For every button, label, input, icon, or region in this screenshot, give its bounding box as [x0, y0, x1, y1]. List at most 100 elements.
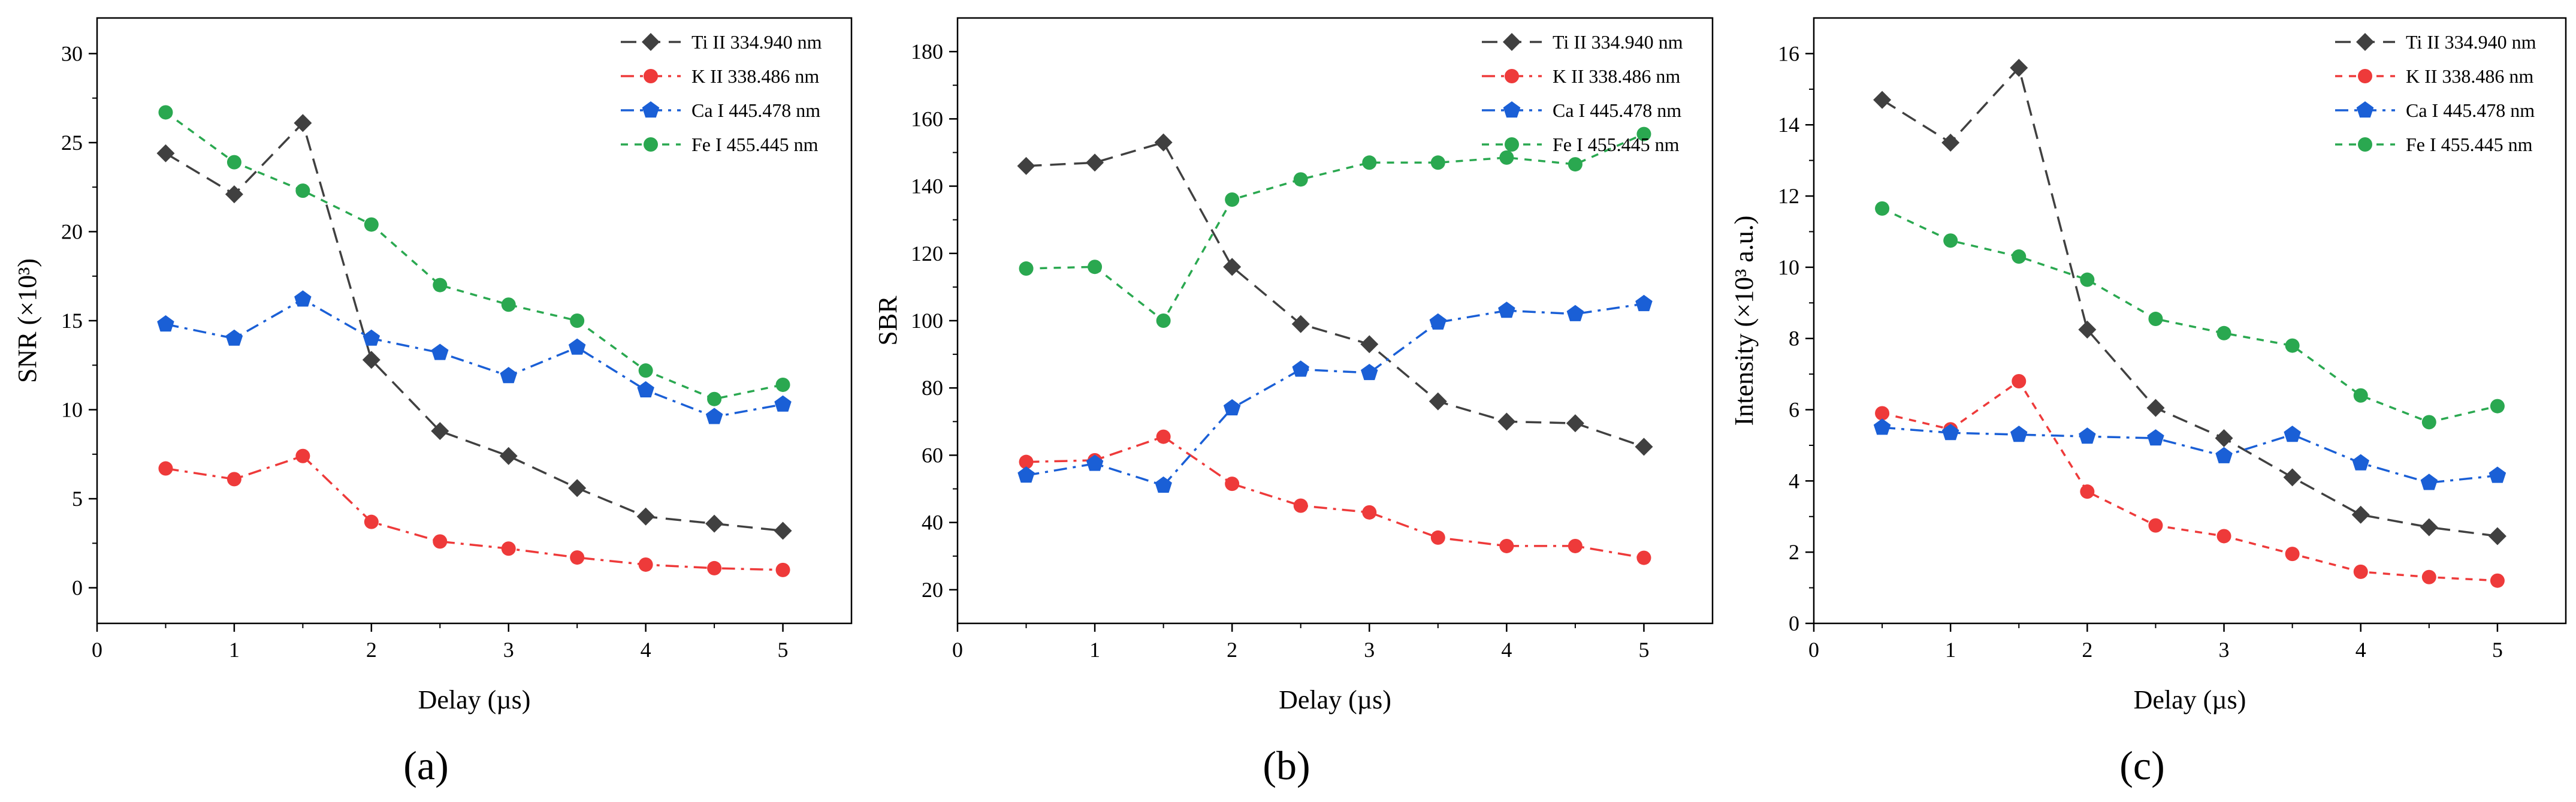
data-point-a-ca-7	[637, 381, 654, 397]
legend-marker-a-ca	[642, 101, 660, 118]
legend-marker-c-ca	[2356, 101, 2374, 118]
data-point-c-fe-1	[1943, 233, 1958, 248]
y-tick-label-c-4: 8	[1789, 327, 1799, 351]
data-point-b-ca-3	[1223, 399, 1241, 415]
data-point-b-fe-5	[1362, 155, 1377, 170]
legend-label-a-k: K II 338.486 nm	[691, 65, 819, 87]
data-point-a-ti-1	[225, 185, 243, 204]
data-point-a-fe-1	[227, 155, 241, 170]
data-point-b-k-0	[1019, 454, 1034, 469]
y-tick-label-b-6: 140	[911, 174, 943, 198]
data-point-c-ti-0	[1873, 91, 1892, 109]
x-axis-title-a: Delay (µs)	[418, 685, 531, 714]
legend-label-a-fe: Fe I 455.445 nm	[691, 134, 819, 155]
x-tick-label-b-0: 0	[952, 638, 963, 662]
data-point-b-ti-1	[1086, 153, 1104, 172]
data-point-c-ti-2	[2010, 59, 2028, 77]
data-point-c-ti-8	[2420, 518, 2438, 536]
y-tick-label-b-7: 160	[911, 107, 943, 131]
data-point-a-fe-2	[295, 183, 310, 198]
y-tick-label-c-3: 6	[1789, 398, 1799, 422]
data-point-a-ca-3	[363, 329, 380, 346]
data-point-a-k-9	[775, 562, 790, 577]
series-line-a-k	[165, 454, 783, 571]
data-point-c-ti-5	[2215, 429, 2233, 448]
data-point-c-ca-1	[1941, 424, 1959, 441]
data-point-a-k-2	[295, 448, 310, 463]
x-tick-label-c-3: 3	[2219, 638, 2230, 662]
series-line-b-k	[1026, 435, 1644, 559]
y-tick-label-c-0: 0	[1789, 611, 1799, 635]
data-point-b-fe-0	[1019, 261, 1034, 276]
data-point-b-ca-8	[1566, 304, 1584, 321]
data-point-c-ti-7	[2351, 505, 2370, 524]
data-point-c-ca-2	[2010, 426, 2028, 442]
series-line-a-fe	[165, 111, 783, 400]
chart-panel-a: 0 1 2 3 4 5 0 5 10 15 20 25 30 Delay (µs) SNR (×10³) Ti…	[13, 17, 853, 714]
data-point-b-ca-7	[1498, 301, 1515, 318]
data-point-a-ca-4	[431, 343, 449, 360]
data-point-a-ca-6	[568, 338, 586, 355]
y-tick-label-b-0: 20	[922, 578, 943, 602]
legend-label-a-ti: Ti II 334.940 nm	[691, 31, 822, 53]
legend-marker-a-fe	[644, 137, 658, 152]
x-tick-label-a-2: 2	[366, 638, 377, 662]
y-tick-label-c-7: 14	[1778, 113, 1799, 137]
data-point-a-ca-9	[774, 395, 792, 412]
data-point-c-k-7	[2353, 564, 2368, 579]
y-tick-label-c-1: 2	[1789, 540, 1799, 564]
legend-label-b-ca: Ca I 445.478 nm	[1553, 100, 1681, 121]
data-point-a-ti-5	[499, 447, 518, 465]
series-line-b-fe	[1026, 132, 1645, 322]
y-tick-label-a-2: 10	[61, 398, 83, 422]
data-point-a-k-6	[570, 550, 585, 565]
data-point-b-fe-1	[1088, 260, 1103, 275]
data-point-b-k-9	[1636, 550, 1651, 565]
data-point-b-fe-4	[1293, 172, 1308, 187]
data-point-c-ca-0	[1873, 418, 1891, 435]
chart-panel-b: 0 1 2 3 4 5 20 40 60 80 100 120 140 160 180 Delay (µs) S…	[873, 17, 1714, 714]
data-point-c-k-0	[1875, 406, 1890, 421]
data-point-b-fe-9	[1636, 126, 1651, 141]
x-tick-label-c-0: 0	[1808, 638, 1819, 662]
data-point-b-ti-8	[1566, 414, 1584, 433]
data-point-a-k-5	[501, 541, 516, 556]
legend-label-c-ti: Ti II 334.940 nm	[2406, 31, 2536, 53]
data-point-a-fe-5	[501, 297, 516, 312]
legend-marker-c-k	[2358, 69, 2372, 83]
y-tick-label-c-5: 10	[1778, 255, 1799, 279]
data-point-a-k-8	[707, 560, 722, 575]
data-point-a-ca-1	[225, 329, 243, 346]
data-point-a-ca-0	[157, 315, 174, 332]
x-tick-label-b-5: 5	[1638, 638, 1649, 662]
data-point-c-ca-9	[2489, 466, 2506, 483]
panel-label-b: (b)	[1263, 743, 1310, 788]
data-point-c-k-6	[2285, 547, 2300, 562]
data-point-a-ti-4	[431, 422, 449, 441]
y-tick-label-a-4: 20	[61, 219, 83, 243]
data-point-c-ca-4	[2147, 429, 2164, 446]
series-line-c-ti	[1882, 65, 2498, 538]
legend-label-c-fe: Fe I 455.445 nm	[2406, 134, 2533, 155]
data-point-b-ti-9	[1635, 438, 1653, 456]
legend-marker-b-ti	[1503, 33, 1521, 51]
y-tick-label-c-6: 12	[1778, 184, 1799, 208]
legend-marker-b-k	[1505, 69, 1519, 83]
x-tick-label-a-3: 3	[503, 638, 514, 662]
panel-label-a: (a)	[403, 743, 448, 788]
data-point-a-ti-0	[156, 144, 175, 162]
y-tick-label-c-8: 16	[1778, 41, 1799, 65]
legend-label-a-ca: Ca I 445.478 nm	[691, 100, 820, 121]
y-tick-label-a-0: 0	[72, 576, 83, 600]
data-point-b-ca-5	[1361, 364, 1378, 381]
data-point-b-ti-7	[1497, 412, 1516, 431]
series-line-c-ca	[1882, 426, 2498, 484]
data-point-a-ti-2	[294, 114, 312, 132]
data-point-b-ca-9	[1635, 294, 1653, 312]
data-point-b-k-3	[1225, 477, 1240, 492]
data-point-a-fe-6	[570, 313, 585, 328]
y-tick-label-a-3: 15	[61, 309, 83, 333]
legend-marker-c-fe	[2358, 137, 2372, 152]
data-point-c-fe-2	[2012, 249, 2027, 264]
x-tick-label-c-1: 1	[1945, 638, 1956, 662]
